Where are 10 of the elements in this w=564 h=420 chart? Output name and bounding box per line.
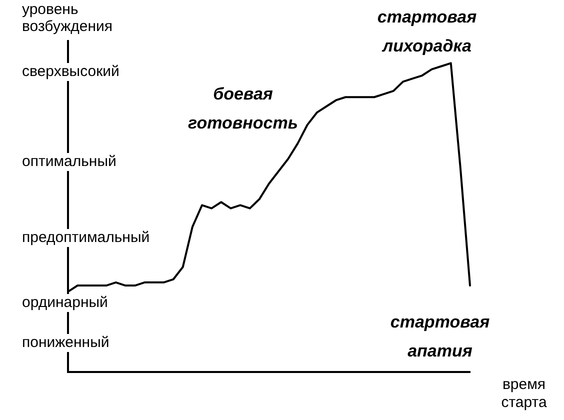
annotation: ординарный xyxy=(22,294,108,312)
annotation: предоптимальный xyxy=(22,229,150,246)
x-axis-title: время старта xyxy=(501,376,548,412)
annotation: стартовая апатия xyxy=(390,312,490,361)
annotation: сверхвысокий xyxy=(22,63,120,80)
text: стартовая лихорадка xyxy=(377,8,477,56)
annotation: оптимальный xyxy=(22,153,116,170)
annotation: боевая готовность xyxy=(188,84,298,133)
y-axis-title: уровень возбуждения xyxy=(22,1,113,36)
annotation: пониженный xyxy=(22,334,110,352)
